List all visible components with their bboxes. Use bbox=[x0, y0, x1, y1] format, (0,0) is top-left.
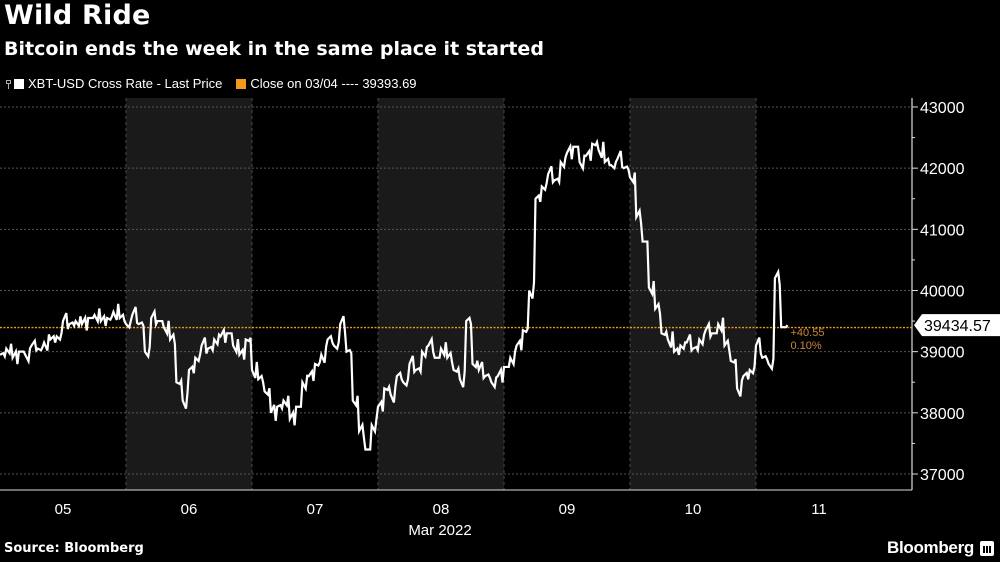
legend-swatch-orange bbox=[236, 78, 247, 89]
bloomberg-chart-icon bbox=[980, 541, 994, 556]
legend-label-reference: Close on 03/04 ---- 39393.69 bbox=[250, 76, 417, 91]
change-absolute: +40.55 bbox=[791, 327, 825, 339]
y-tick-label: 42000 bbox=[920, 161, 965, 178]
chart-subtitle: Bitcoin ends the week in the same place … bbox=[4, 38, 544, 60]
line-chart-icon bbox=[6, 79, 12, 89]
y-tick-label: 37000 bbox=[920, 467, 965, 484]
change-percent: 0.10% bbox=[791, 340, 822, 352]
chart-title: Wild Ride bbox=[4, 0, 151, 31]
x-tick-label: 09 bbox=[559, 501, 576, 518]
legend: XBT-USD Cross Rate - Last Price Close on… bbox=[6, 76, 431, 91]
x-tick-label: 07 bbox=[307, 501, 324, 518]
shaded-day-band bbox=[126, 98, 252, 490]
svg-text:39434.57: 39434.57 bbox=[924, 318, 991, 335]
x-tick-label: 05 bbox=[55, 501, 72, 518]
x-tick-label: 11 bbox=[811, 501, 827, 518]
bloomberg-logo: Bloomberg bbox=[886, 538, 974, 557]
y-tick-label: 40000 bbox=[920, 283, 965, 300]
y-tick-label: 38000 bbox=[920, 406, 965, 423]
legend-swatch-white bbox=[14, 78, 24, 89]
shaded-day-band bbox=[378, 98, 504, 490]
legend-item-price: XBT-USD Cross Rate - Last Price bbox=[6, 76, 222, 91]
y-tick-label: 41000 bbox=[920, 222, 965, 239]
x-tick-label: 08 bbox=[433, 501, 450, 518]
shaded-day-band bbox=[630, 98, 756, 490]
x-axis-label: Mar 2022 bbox=[408, 522, 471, 539]
legend-label-price: XBT-USD Cross Rate - Last Price bbox=[28, 76, 223, 91]
y-tick-label: 39000 bbox=[920, 345, 965, 362]
y-tick-label: 43000 bbox=[920, 100, 965, 117]
legend-item-reference: Close on 03/04 ---- 39393.69 bbox=[236, 76, 417, 91]
last-price-flag: 39434.57 bbox=[914, 314, 1000, 337]
price-line bbox=[0, 138, 789, 451]
source-note: Source: Bloomberg bbox=[4, 541, 144, 556]
x-tick-label: 10 bbox=[685, 501, 702, 518]
x-tick-label: 06 bbox=[181, 501, 198, 518]
